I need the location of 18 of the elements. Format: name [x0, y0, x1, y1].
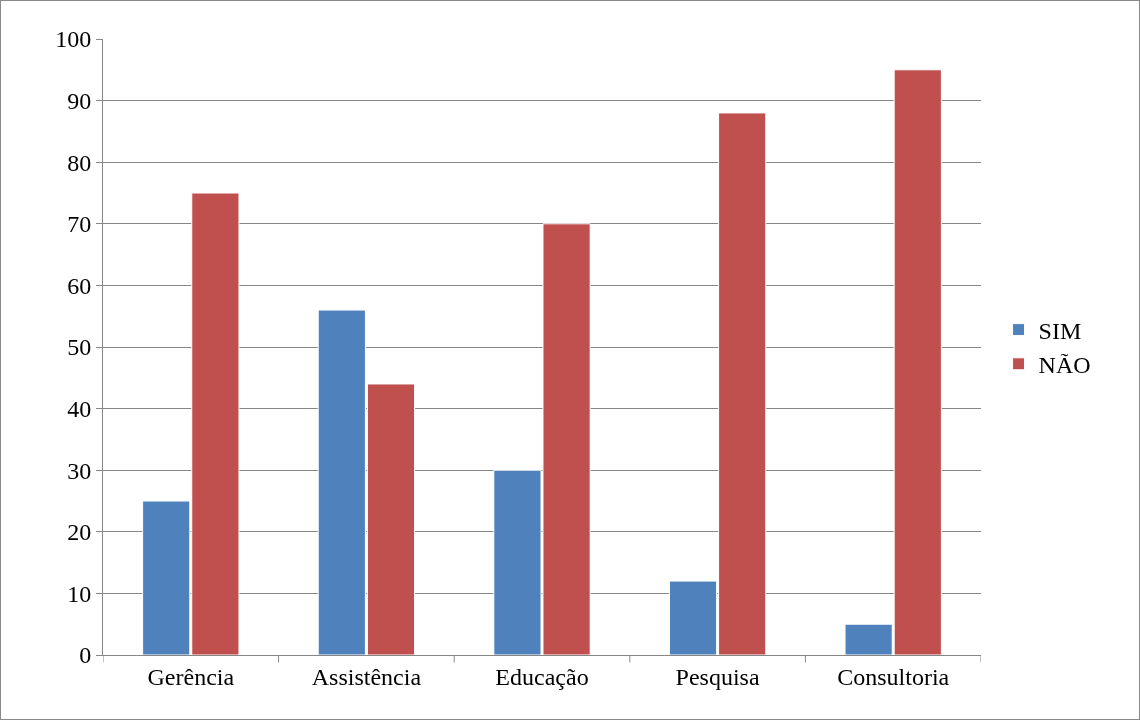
y-tick-label: 30 [67, 457, 92, 484]
x-tick-label: Educação [495, 663, 589, 690]
y-tick-label: 40 [67, 396, 92, 422]
x-tick-label: Pesquisa [675, 663, 760, 690]
y-tick-label: 80 [67, 149, 92, 176]
x-tick-label: Gerência [147, 663, 235, 690]
x-tick-label: Assistência [311, 663, 422, 690]
y-tick-label: 90 [67, 88, 92, 114]
legend-label: SIM [1038, 317, 1082, 344]
y-tick-label: 60 [67, 272, 92, 299]
legend-label: NÃO [1038, 352, 1091, 379]
y-tick-label: 0 [79, 642, 92, 669]
y-tick-label: 50 [67, 334, 92, 361]
y-tick-label: 20 [67, 519, 92, 546]
y-tick-label: 10 [67, 580, 92, 607]
y-tick-label: 100 [55, 26, 92, 53]
y-tick-label: 70 [67, 211, 92, 238]
x-tick-label: Consultoria [837, 663, 950, 690]
